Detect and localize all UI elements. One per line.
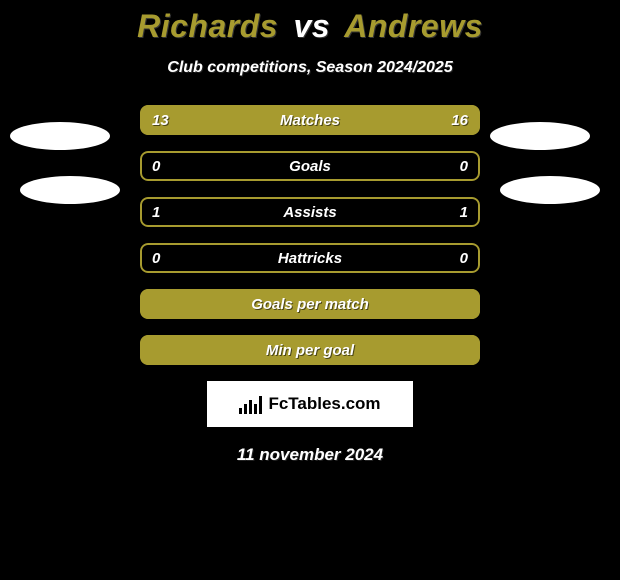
stat-label: Min per goal	[140, 335, 480, 365]
player2-name: Andrews	[344, 8, 483, 44]
logo-bar	[244, 404, 247, 414]
footer-date: 11 november 2024	[0, 445, 620, 465]
subtitle: Club competitions, Season 2024/2025	[0, 59, 620, 77]
stat-label: Hattricks	[140, 243, 480, 273]
player-avatar-ellipse	[20, 176, 120, 204]
logo-bar	[254, 404, 257, 414]
stat-row-goals_per_match: Goals per match	[140, 289, 480, 319]
player-avatar-ellipse	[490, 122, 590, 150]
stat-label: Goals per match	[140, 289, 480, 319]
stat-row-min_per_goal: Min per goal	[140, 335, 480, 365]
logo-bars-icon	[239, 394, 262, 414]
stat-label: Goals	[140, 151, 480, 181]
stat-row-goals: 00Goals	[140, 151, 480, 181]
logo-box: FcTables.com	[207, 381, 413, 427]
player-avatar-ellipse	[500, 176, 600, 204]
stat-label: Assists	[140, 197, 480, 227]
logo-bar	[249, 400, 252, 414]
logo-text: FcTables.com	[268, 394, 380, 414]
logo-bar	[259, 396, 262, 414]
logo-bar	[239, 408, 242, 414]
stat-row-hattricks: 00Hattricks	[140, 243, 480, 273]
player-avatar-ellipse	[10, 122, 110, 150]
vs-label: vs	[293, 8, 330, 44]
stat-row-assists: 11Assists	[140, 197, 480, 227]
stat-label: Matches	[140, 105, 480, 135]
comparison-title: Richards vs Andrews	[0, 0, 620, 45]
stat-rows: 1316Matches 00Goals 11Assists 00Hattricks Go…	[140, 105, 480, 365]
player1-name: Richards	[137, 8, 278, 44]
stat-row-matches: 1316Matches	[140, 105, 480, 135]
